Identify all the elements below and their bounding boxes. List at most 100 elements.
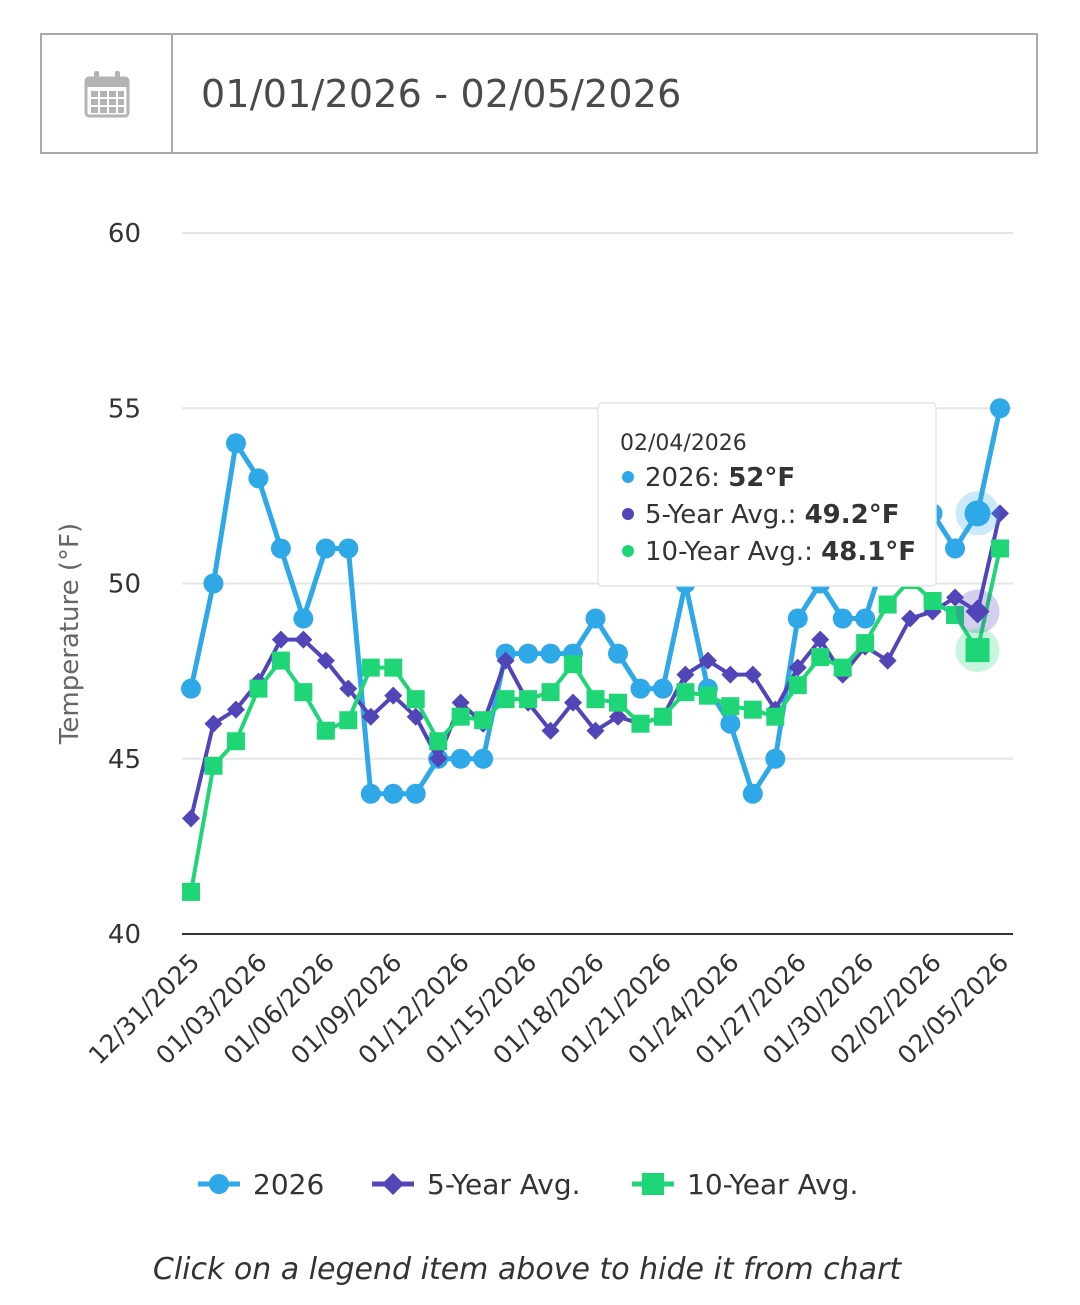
data-point[interactable] — [991, 504, 1009, 523]
data-point[interactable] — [474, 711, 493, 730]
legend-label[interactable]: 2026 — [253, 1168, 324, 1201]
data-point[interactable] — [270, 538, 291, 559]
legend-label[interactable]: 10-Year Avg. — [687, 1168, 858, 1201]
data-point[interactable] — [901, 609, 920, 628]
data-point[interactable] — [406, 690, 425, 709]
data-point[interactable] — [541, 683, 560, 702]
data-point[interactable] — [923, 592, 942, 611]
data-point[interactable] — [676, 683, 695, 702]
data-point[interactable] — [564, 655, 583, 674]
data-point[interactable] — [315, 538, 336, 559]
legend-marker[interactable] — [209, 1174, 229, 1194]
data-point[interactable] — [991, 539, 1009, 558]
data-point[interactable] — [945, 538, 966, 559]
data-point[interactable] — [339, 711, 358, 730]
data-point[interactable] — [519, 690, 538, 709]
data-point[interactable] — [540, 643, 561, 664]
data-point[interactable] — [990, 398, 1010, 419]
data-point[interactable] — [473, 748, 494, 769]
data-point[interactable] — [743, 665, 762, 684]
data-point[interactable] — [652, 678, 673, 699]
data-point[interactable] — [631, 714, 650, 733]
data-point[interactable] — [271, 651, 290, 670]
data-point[interactable] — [811, 630, 830, 649]
data-point[interactable] — [360, 783, 381, 804]
data-point[interactable] — [833, 658, 852, 677]
data-point[interactable] — [203, 573, 224, 594]
data-point[interactable] — [204, 714, 223, 733]
highlight-point[interactable] — [965, 599, 990, 624]
data-point[interactable] — [361, 658, 380, 677]
data-point[interactable] — [788, 658, 807, 677]
legend-item-10-year-avg-[interactable]: 10-Year Avg. — [632, 1168, 858, 1201]
data-point[interactable] — [384, 686, 403, 705]
data-point[interactable] — [743, 700, 762, 719]
data-point[interactable] — [451, 693, 470, 712]
data-point[interactable] — [338, 538, 359, 559]
date-range-text[interactable]: 01/01/2026 - 02/05/2026 — [201, 71, 682, 116]
data-point[interactable] — [698, 651, 717, 670]
data-point[interactable] — [878, 651, 897, 670]
data-point[interactable] — [226, 732, 245, 751]
data-point[interactable] — [496, 690, 515, 709]
data-point[interactable] — [676, 665, 695, 684]
data-point[interactable] — [608, 707, 627, 726]
data-point[interactable] — [316, 651, 335, 670]
data-point[interactable] — [878, 595, 897, 614]
data-point[interactable] — [518, 643, 539, 664]
data-point[interactable] — [946, 606, 965, 625]
data-point[interactable] — [182, 882, 200, 901]
data-point[interactable] — [225, 433, 246, 454]
data-point[interactable] — [339, 679, 358, 698]
data-point[interactable] — [429, 749, 448, 768]
data-point[interactable] — [698, 686, 717, 705]
data-point[interactable] — [316, 721, 335, 740]
data-point[interactable] — [405, 783, 426, 804]
data-point[interactable] — [271, 630, 290, 649]
data-point[interactable] — [586, 721, 605, 740]
data-point[interactable] — [361, 707, 380, 726]
data-point[interactable] — [249, 679, 268, 698]
data-point[interactable] — [832, 608, 853, 629]
data-point[interactable] — [181, 678, 201, 699]
data-point[interactable] — [585, 608, 606, 629]
data-point[interactable] — [294, 630, 313, 649]
data-point[interactable] — [226, 700, 245, 719]
data-point[interactable] — [496, 651, 515, 670]
data-point[interactable] — [384, 658, 403, 677]
data-point[interactable] — [586, 690, 605, 709]
data-point[interactable] — [766, 707, 785, 726]
data-point[interactable] — [946, 588, 965, 607]
highlight-point[interactable] — [964, 500, 991, 527]
legend-item-2026[interactable]: 2026 — [198, 1168, 324, 1201]
calendar-button[interactable] — [42, 35, 173, 152]
data-point[interactable] — [787, 608, 808, 629]
legend-marker[interactable] — [382, 1173, 404, 1195]
highlight-point[interactable] — [965, 638, 990, 663]
data-point[interactable] — [204, 756, 223, 775]
data-point[interactable] — [653, 707, 672, 726]
data-point[interactable] — [564, 693, 583, 712]
legend-marker[interactable] — [642, 1173, 664, 1195]
data-point[interactable] — [294, 683, 313, 702]
data-point[interactable] — [607, 643, 628, 664]
data-point[interactable] — [450, 748, 471, 769]
data-point[interactable] — [811, 648, 830, 667]
data-point[interactable] — [721, 665, 740, 684]
data-point[interactable] — [182, 809, 200, 828]
data-point[interactable] — [765, 748, 786, 769]
data-point[interactable] — [720, 713, 741, 734]
series-10-year-avg-[interactable] — [182, 539, 1009, 901]
data-point[interactable] — [856, 634, 875, 653]
data-point[interactable] — [248, 468, 269, 489]
data-point[interactable] — [293, 608, 314, 629]
data-point[interactable] — [383, 783, 404, 804]
data-point[interactable] — [742, 783, 763, 804]
data-point[interactable] — [855, 608, 876, 629]
legend-item-5-year-avg-[interactable]: 5-Year Avg. — [372, 1168, 581, 1201]
data-point[interactable] — [788, 676, 807, 695]
data-point[interactable] — [406, 707, 425, 726]
date-range-picker[interactable]: 01/01/2026 - 02/05/2026 — [40, 33, 1038, 154]
legend-label[interactable]: 5-Year Avg. — [427, 1168, 581, 1201]
data-point[interactable] — [451, 707, 470, 726]
